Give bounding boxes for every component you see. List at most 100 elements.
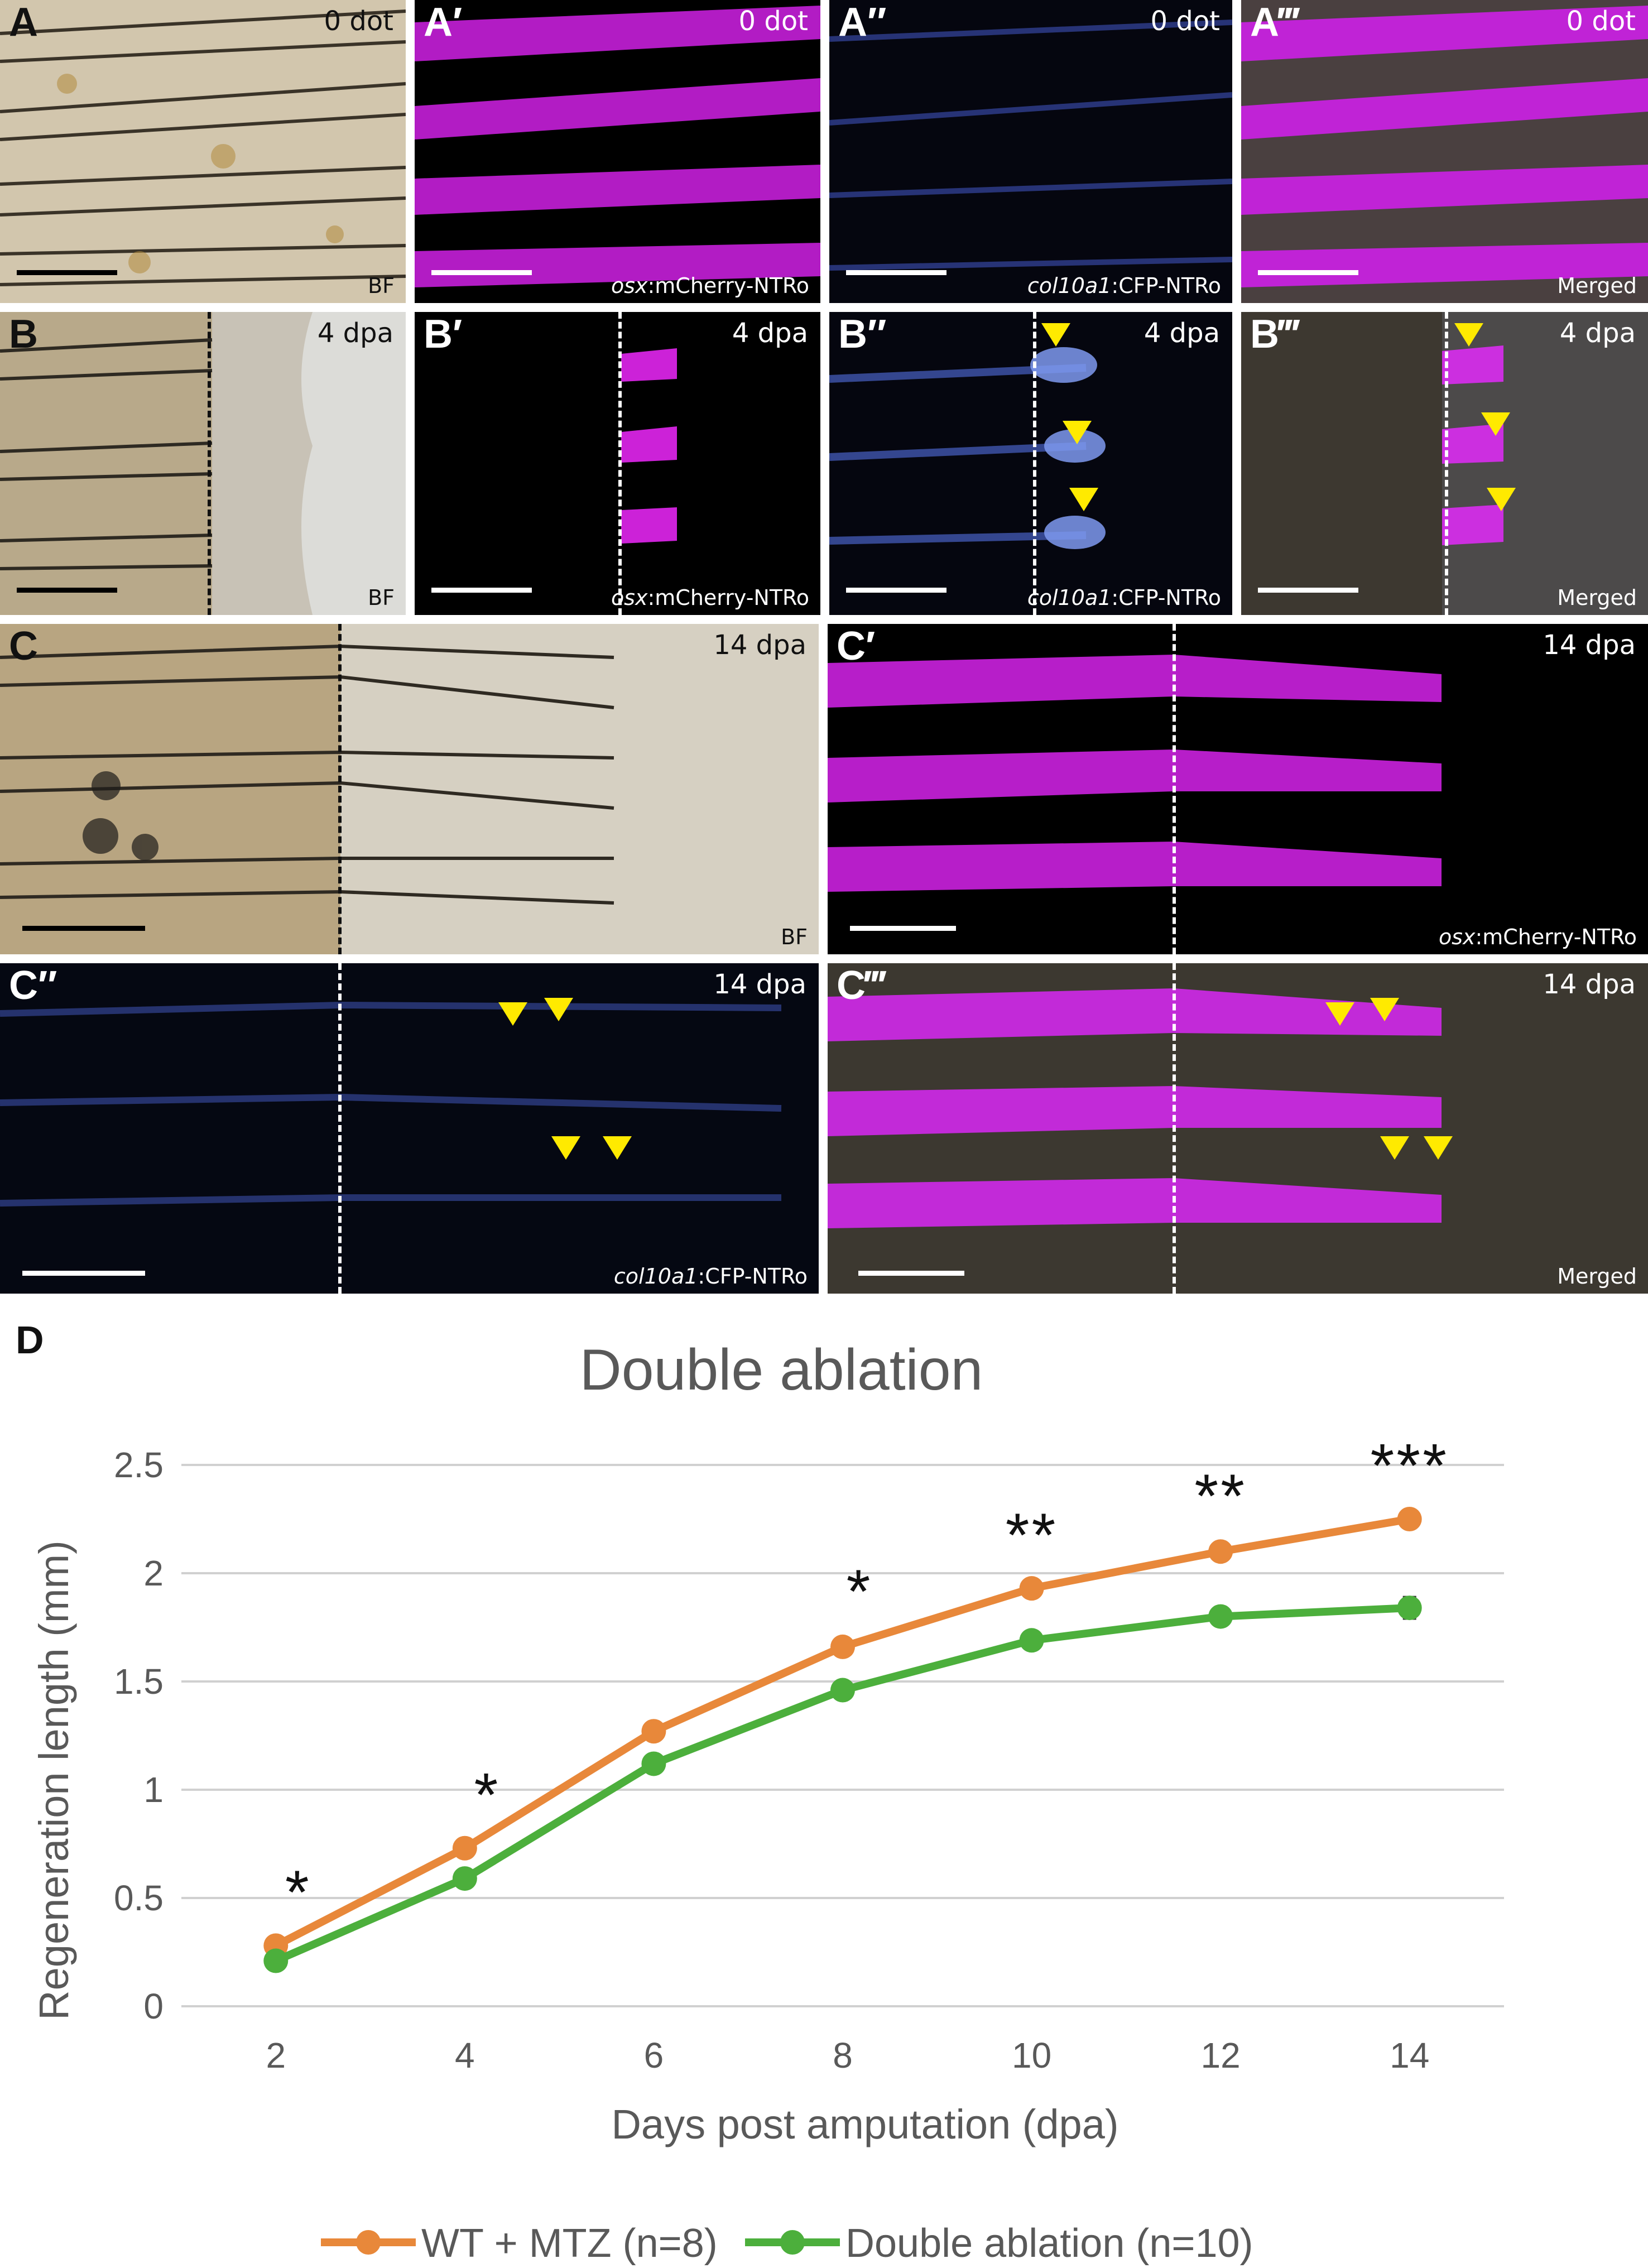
- panel-caption: Merged: [1557, 273, 1637, 298]
- data-point: [1208, 1539, 1233, 1564]
- yellow-arrowhead-icon: [1380, 1136, 1409, 1160]
- regenerated-fin-cfp-fluorescence-image: [0, 1001, 782, 1207]
- panel-b-triple-prime-merged: B‴ 4 dpa Merged: [1241, 312, 1648, 615]
- scale-bar: [431, 588, 532, 593]
- yellow-arrowhead-icon: [551, 1136, 580, 1160]
- panel-label: B″: [838, 312, 887, 357]
- construct-name: :CFP-NTRo: [1111, 585, 1221, 610]
- amputation-plane-line: [338, 963, 342, 1294]
- panel-condition: 14 dpa: [713, 969, 806, 1000]
- yellow-arrowhead-icon: [1325, 1002, 1354, 1026]
- panel-a-triple-prime-merged: A‴ 0 dot Merged: [1241, 0, 1648, 303]
- gridlines: [181, 1464, 1504, 2007]
- regenerate-cfp-fluorescence-image: [829, 347, 1106, 549]
- series-lines: [263, 1507, 1422, 1973]
- regenerated-fin-brightfield-image: [0, 624, 819, 954]
- panel-caption: Merged: [1557, 585, 1637, 610]
- construct-name: :mCherry-NTRo: [1475, 925, 1637, 949]
- panel-label: A′: [424, 0, 463, 45]
- regenerated-fin-osx-fluorescence-image: [828, 655, 1442, 892]
- data-point: [641, 1719, 666, 1744]
- data-point: [830, 1634, 855, 1659]
- panel-label: D: [16, 1318, 44, 1362]
- scale-bar: [22, 1271, 145, 1276]
- scale-bar: [22, 926, 145, 931]
- significance-label: *: [474, 1761, 500, 1829]
- fin-rays-cfp-fluorescence-image: [829, 20, 1232, 271]
- panel-caption: osx:mCherry-NTRo: [1439, 926, 1637, 948]
- panel-caption: osx:mCherry-NTRo: [611, 275, 809, 296]
- panel-b-brightfield: B 4 dpa BF: [0, 312, 406, 615]
- x-tick-label: 2: [266, 2035, 286, 2075]
- panel-caption: col10a1:CFP-NTRo: [1027, 275, 1221, 296]
- panel-condition: 4 dpa: [1143, 318, 1220, 349]
- panel-b-double-prime-col10a1: B″ 4 dpa col10a1:CFP-NTRo: [829, 312, 1232, 615]
- amputation-plane-line: [618, 312, 622, 615]
- x-tick-label: 10: [1012, 2035, 1051, 2075]
- panel-label: A″: [838, 0, 887, 45]
- panel-label: A‴: [1250, 0, 1299, 45]
- data-point: [1208, 1604, 1233, 1629]
- scale-bar: [846, 588, 946, 593]
- amputation-plane-line: [1445, 312, 1448, 615]
- data-point: [1019, 1576, 1044, 1601]
- panel-caption: BF: [368, 273, 395, 298]
- regenerate-osx-fluorescence-image: [621, 348, 677, 544]
- yellow-arrowhead-icon: [1454, 323, 1483, 347]
- yellow-arrowhead-icon: [1069, 488, 1098, 511]
- legend-label: WT + MTZ (n=8): [421, 2221, 718, 2266]
- panel-a-double-prime-col10a1: A″ 0 dot col10a1:CFP-NTRo: [829, 0, 1232, 303]
- panel-condition: 14 dpa: [713, 630, 806, 661]
- panel-caption: BF: [781, 925, 808, 949]
- scale-bar: [17, 270, 117, 275]
- significance-label: ***: [1370, 1431, 1448, 1500]
- amputation-plane-line: [208, 312, 211, 615]
- yellow-arrowhead-icon: [1481, 412, 1510, 436]
- x-tick-label: 6: [644, 2035, 664, 2075]
- scale-bar: [1258, 270, 1358, 275]
- legend-label: Double ablation (n=10): [845, 2221, 1253, 2266]
- amputation-plane-line: [1173, 963, 1176, 1294]
- chart-legend: WT + MTZ (n=8) Double ablation (n=10): [321, 2221, 1253, 2266]
- data-point: [263, 1948, 289, 1973]
- series-line: [274, 1515, 1410, 1949]
- amputation-plane-line: [338, 624, 342, 954]
- scale-bar: [858, 1271, 964, 1276]
- y-tick-label: 1: [143, 1770, 164, 1810]
- yellow-arrowhead-icon: [1063, 421, 1092, 444]
- yellow-arrowhead-icon: [603, 1136, 632, 1160]
- fin-rays-osx-fluorescence-image: [415, 6, 820, 287]
- gene-name: osx: [611, 585, 648, 610]
- panel-condition: 14 dpa: [1543, 969, 1636, 1000]
- y-tick-labels: 0 0.5 1 1.5 2 2.5: [114, 1445, 164, 2026]
- panel-caption: BF: [368, 585, 395, 610]
- gene-name: col10a1: [1027, 273, 1112, 298]
- yellow-arrowhead-icon: [1424, 1136, 1453, 1160]
- gene-name: osx: [611, 273, 648, 298]
- data-point: [1397, 1507, 1422, 1531]
- amputation-plane-line: [1173, 624, 1176, 954]
- data-point: [1397, 1596, 1422, 1621]
- regeneration-length-chart: D Double ablation 0 0.5 1 1.5 2 2.5 2 4 6 8 10 12 1…: [16, 1318, 1504, 2266]
- gene-name: osx: [1438, 925, 1476, 949]
- panel-label: B: [9, 312, 38, 357]
- yellow-arrowhead-icon: [1041, 323, 1070, 347]
- panel-condition: 0 dot: [324, 6, 393, 37]
- panel-caption: col10a1:CFP-NTRo: [1027, 587, 1221, 608]
- data-point: [641, 1751, 666, 1776]
- panel-label: C: [9, 624, 38, 669]
- construct-name: :CFP-NTRo: [1111, 273, 1221, 298]
- y-tick-label: 0.5: [114, 1878, 164, 1918]
- amputation-plane-line: [1033, 312, 1036, 615]
- x-tick-label: 8: [833, 2035, 853, 2075]
- gene-name: col10a1: [613, 1264, 698, 1289]
- series-group: [263, 1596, 1422, 1973]
- x-tick-label: 12: [1201, 2035, 1241, 2075]
- panel-condition: 0 dot: [738, 6, 808, 37]
- scale-bar: [1258, 588, 1358, 593]
- fin-rays-brightfield-image: [0, 0, 406, 303]
- x-tick-label: 14: [1390, 2035, 1429, 2075]
- panel-c-brightfield: C 14 dpa BF: [0, 624, 819, 954]
- panel-c-double-prime-col10a1: C″ 14 dpa col10a1:CFP-NTRo: [0, 963, 819, 1294]
- panel-b-prime-osx: B′ 4 dpa osx:mCherry-NTRo: [415, 312, 820, 615]
